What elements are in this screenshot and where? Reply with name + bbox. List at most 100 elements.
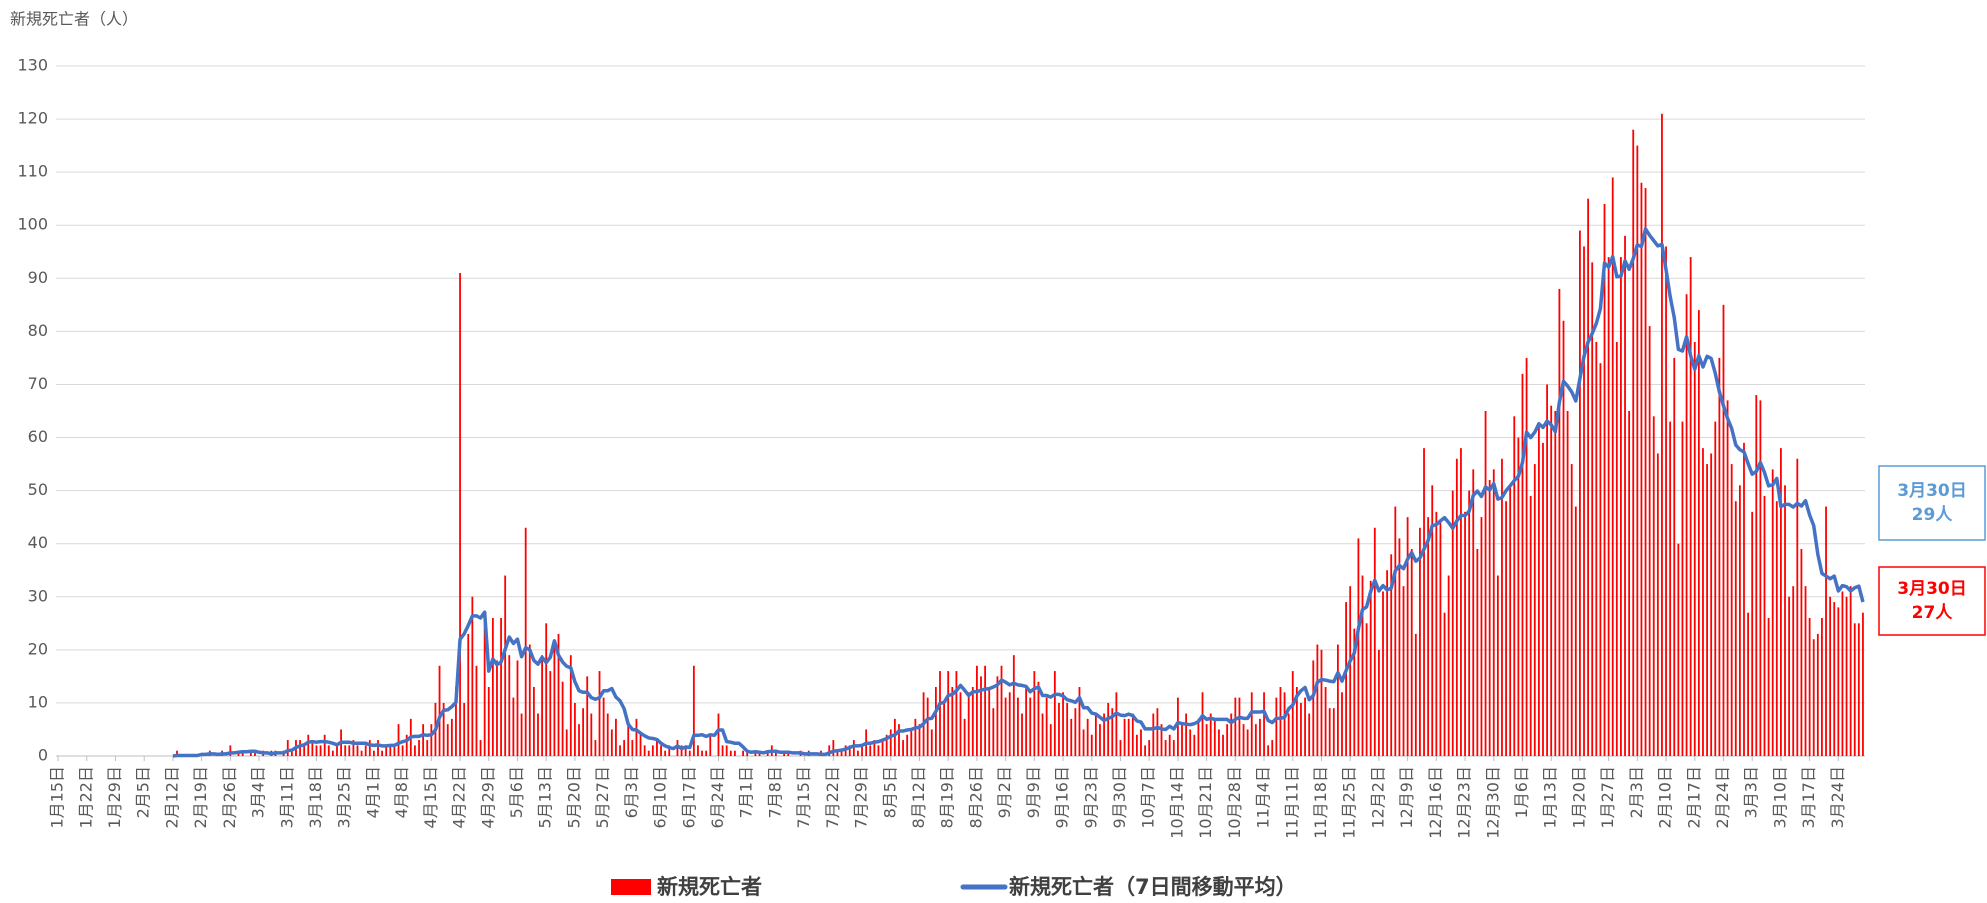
bar [1550,405,1553,756]
bar [1283,692,1286,756]
x-tick-label: 1月6日 [1512,766,1531,818]
bar [479,740,482,756]
bar [926,697,929,756]
bar [967,692,970,756]
bar [676,740,679,756]
bar [1254,724,1257,756]
bar [898,724,900,756]
bar [249,750,252,756]
bar [1443,612,1446,756]
bar [1361,575,1364,756]
bar [483,618,486,756]
bar [303,745,306,756]
x-tick-label: 5月27日 [593,766,612,829]
bar [688,750,691,756]
x-tick-label: 2月24日 [1713,766,1732,829]
bar [565,729,568,756]
bar [512,697,515,756]
bar [1197,718,1200,756]
bar [775,750,777,756]
bar [1689,257,1692,756]
y-tick-label: 60 [28,427,48,446]
bar [315,745,318,756]
bar [1115,692,1118,756]
bar [1714,421,1717,756]
bar [1279,687,1282,756]
y-tick-label: 130 [17,56,48,75]
bar [639,734,642,756]
y-tick-label: 70 [28,374,48,393]
bar [582,708,585,756]
bar [1398,538,1401,756]
bar [323,734,326,756]
x-tick-label: 3月18日 [306,766,325,829]
bar [619,745,621,756]
bar [647,750,650,756]
bar [1706,464,1708,756]
bar [852,740,855,756]
bar [1853,623,1856,756]
bar [286,740,289,756]
bar [1234,697,1237,756]
y-tick-label: 110 [17,162,48,181]
bar [475,665,478,756]
bar [549,671,552,756]
bar [1287,713,1290,756]
bar [1427,517,1430,756]
x-tick-label: 12月23日 [1455,766,1474,839]
bar [1734,501,1737,756]
legend-label: 新規死亡者（7日間移動平均） [1009,875,1297,899]
bar [947,671,950,756]
bar [1017,697,1019,756]
bar [1213,718,1216,756]
y-tick-label: 90 [28,268,48,287]
bar [963,718,966,756]
bar [1074,708,1077,756]
bar [1603,204,1606,756]
bar [569,655,572,756]
bar [902,740,904,756]
x-tick-label: 3月11日 [277,766,296,829]
bar [1624,235,1626,756]
bar [1140,729,1142,756]
bar [397,724,400,756]
y-tick-label: 80 [28,321,48,340]
bar [1681,421,1684,756]
x-tick-label: 11月4日 [1254,766,1273,829]
bar [1308,713,1311,756]
bar [951,687,954,756]
bar [1837,607,1840,756]
bar [877,745,880,756]
x-tick-label: 4月15日 [421,766,440,829]
x-tick-label: 4月8日 [392,766,411,818]
bar [1419,527,1421,756]
bar [1501,458,1503,756]
bar [1845,596,1848,756]
bar [1070,718,1073,756]
bar [1066,702,1069,756]
bar [1546,384,1548,756]
x-tick-label: 2月3日 [1627,766,1646,818]
bar [381,750,384,756]
bar [1833,602,1836,756]
bar [701,750,703,756]
bar [709,734,712,756]
bar [1632,129,1635,756]
bar [1250,692,1253,756]
annotation-text: 3月30日 [1897,481,1967,501]
bar [1394,506,1397,756]
x-tick-label: 5月6日 [507,766,526,818]
bar [414,745,416,756]
bar [1205,724,1208,756]
bar [1825,506,1827,756]
bar [1644,188,1647,757]
bar [1045,697,1048,756]
bar [1468,490,1471,756]
bar [537,713,539,756]
bar [746,750,749,756]
bar [1652,416,1655,756]
bar [1533,464,1536,756]
x-tick-label: 9月30日 [1110,766,1129,829]
bar [1242,724,1245,756]
annotation-text: 29人 [1912,505,1954,525]
